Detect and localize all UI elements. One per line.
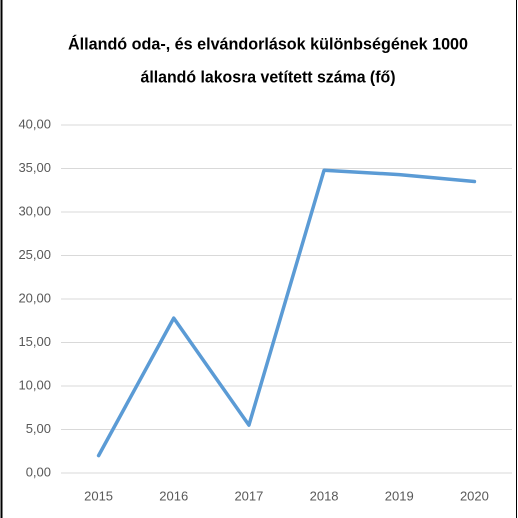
y-tick-label: 20,00 [18, 290, 51, 305]
y-tick-label: 35,00 [18, 160, 51, 175]
chart-title: Állandó oda-, és elvándorlások különbség… [68, 34, 468, 53]
x-tick-label: 2019 [385, 488, 414, 503]
x-tick-label: 2020 [460, 488, 489, 503]
y-tick-label: 0,00 [26, 464, 51, 479]
y-tick-label: 5,00 [26, 421, 51, 436]
line-series [96, 168, 477, 458]
x-tick-label: 2018 [310, 488, 339, 503]
x-tick-label: 2017 [234, 488, 263, 503]
y-tick-label: 30,00 [18, 203, 51, 218]
chart-title: állandó lakosra vetített száma (fő) [141, 67, 396, 86]
x-tick-label: 2016 [159, 488, 188, 503]
x-tick-label: 2015 [84, 488, 113, 503]
y-tick-label: 40,00 [18, 116, 51, 131]
y-tick-label: 25,00 [18, 247, 51, 262]
y-tick-label: 15,00 [18, 334, 51, 349]
y-tick-label: 10,00 [18, 377, 51, 392]
